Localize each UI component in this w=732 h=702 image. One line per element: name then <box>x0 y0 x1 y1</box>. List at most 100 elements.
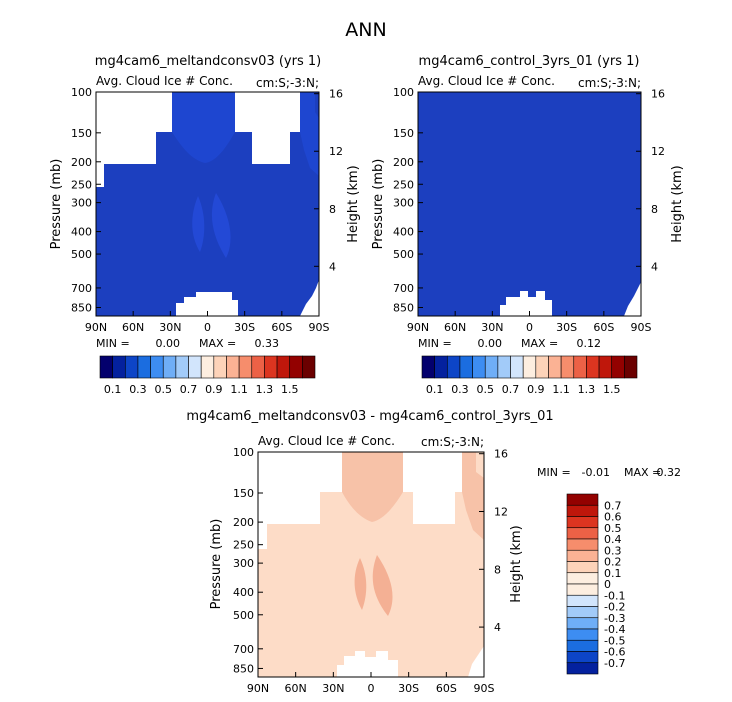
y-tick-label: 400 <box>71 226 92 239</box>
colorbar-swatch <box>566 583 599 596</box>
y-tick-label: 100 <box>393 86 414 99</box>
y-tick-label: 400 <box>233 586 254 599</box>
x-tick-label: 30N <box>322 682 344 695</box>
y-tick-label: 400 <box>393 226 414 239</box>
colorbar-swatch <box>200 355 215 379</box>
colorbar-label: -0.7 <box>604 657 625 670</box>
colorbar-swatch <box>175 355 189 379</box>
colorbar-label: 1.5 <box>603 383 621 396</box>
panel-2-title: mg4cam6_control_3yrs_01 (yrs 1) <box>419 54 640 69</box>
y-tick-label: 200 <box>393 156 414 169</box>
colorbar-label: 1.5 <box>281 383 299 396</box>
y2-tick-label: 12 <box>494 506 508 519</box>
colorbar-swatch <box>566 561 599 574</box>
colorbar-label: 0.5 <box>476 383 494 396</box>
x-tick-label: 30S <box>556 321 577 334</box>
panel-1-max-value: 0.33 <box>255 337 280 350</box>
colorbar-swatch <box>566 617 599 630</box>
y2-tick-label: 4 <box>651 260 658 273</box>
panel-2-ylabel-right: Height (km) <box>670 165 685 242</box>
panel-3-subtitle-right: cm:S;-3:N; <box>421 435 484 449</box>
colorbar-label: 0.3 <box>604 544 622 557</box>
colorbar-swatch <box>566 493 599 506</box>
colorbar-vertical: 0.70.60.50.40.30.20.10-0.1-0.2-0.3-0.4-0… <box>566 493 625 675</box>
x-tick-label: 60S <box>593 321 614 334</box>
colorbar-label: -0.5 <box>604 634 625 647</box>
colorbar-label: 0.5 <box>604 522 622 535</box>
y-tick-label: 500 <box>393 248 414 261</box>
colorbar-swatch <box>586 355 600 379</box>
colorbar-swatch <box>573 355 587 379</box>
colorbar-label: 0.6 <box>604 511 622 524</box>
colorbar-label: -0.6 <box>604 646 625 659</box>
panel-1-y2-ticks: 16 12 8 4 <box>314 88 343 273</box>
panel-1-y-ticks: 100 150 200 250 300 400 500 700 850 <box>71 86 101 314</box>
y-tick-label: 300 <box>393 197 414 210</box>
panel-1-field <box>96 92 319 316</box>
colorbar-swatch <box>566 504 599 517</box>
colorbar-swatch <box>510 355 524 379</box>
colorbar-label: -0.4 <box>604 623 625 636</box>
colorbar-swatch <box>459 355 473 379</box>
colorbar-label: 0 <box>604 578 611 591</box>
panel-2-max-label: MAX = <box>521 337 558 350</box>
panel-1-ylabel: Pressure (mb) <box>49 159 64 250</box>
colorbar-swatch <box>472 355 486 379</box>
y-tick-label: 500 <box>71 248 92 261</box>
colorbar-swatch <box>566 549 599 562</box>
y-tick-label: 850 <box>393 301 414 314</box>
y-tick-label: 200 <box>71 156 92 169</box>
y2-tick-label: 4 <box>494 621 501 634</box>
colorbar-label: 0.9 <box>205 383 223 396</box>
x-tick-label: 60N <box>444 321 466 334</box>
panel-1: mg4cam6_meltandconsv03 (yrs 1) Avg. Clou… <box>49 54 361 350</box>
x-tick-label: 60S <box>436 682 457 695</box>
panel-3-max-value: 0.32 <box>657 466 682 479</box>
y-tick-label: 250 <box>393 178 414 191</box>
colorbar-swatch <box>251 355 265 379</box>
y-tick-label: 200 <box>233 516 254 529</box>
colorbar-label: 0.7 <box>180 383 198 396</box>
y-tick-label: 700 <box>71 282 92 295</box>
x-tick-label: 90S <box>309 321 330 334</box>
x-tick-label: 60N <box>285 682 307 695</box>
panel-2-min-value: 0.00 <box>478 337 503 350</box>
colorbar-swatch <box>302 355 316 379</box>
panel-2-y-ticks: 100 150 200 250 300 400 500 700 850 <box>393 86 423 314</box>
colorbar-swatch <box>112 355 126 379</box>
colorbar-label: 0.1 <box>604 567 622 580</box>
colorbar-label: 0.2 <box>604 556 622 569</box>
y2-tick-label: 8 <box>651 203 658 216</box>
x-tick-label: 60N <box>122 321 144 334</box>
panel-2-x-ticks: 90N 60N 30N 0 30S 60S 90S <box>407 311 652 334</box>
panel-2-subtitle-left: Avg. Cloud Ice # Conc. <box>418 74 555 88</box>
y2-tick-label: 12 <box>329 145 343 158</box>
y2-tick-label: 16 <box>494 448 508 461</box>
x-tick-label: 0 <box>526 321 533 334</box>
colorbar-label: 1.3 <box>578 383 596 396</box>
colorbar-label: -0.2 <box>604 601 625 614</box>
panel-1-x-ticks: 90N 60N 30N 0 30S 60S 90S <box>85 311 330 334</box>
panel-3-y-ticks: 100 150 200 250 300 400 500 700 850 <box>233 446 263 675</box>
colorbar-swatch <box>598 355 613 379</box>
panel-2-ylabel: Pressure (mb) <box>371 159 386 250</box>
x-tick-label: 90N <box>247 682 269 695</box>
colorbar-swatch <box>560 355 575 379</box>
colorbar-swatch <box>566 538 599 551</box>
colorbar-swatch <box>484 355 499 379</box>
panel-3-subtitle-left: Avg. Cloud Ice # Conc. <box>258 434 395 448</box>
panel-1-title: mg4cam6_meltandconsv03 (yrs 1) <box>95 54 321 69</box>
y-tick-label: 700 <box>393 282 414 295</box>
y2-tick-label: 12 <box>651 145 665 158</box>
colorbar-label: 1.1 <box>552 383 570 396</box>
colorbar-label: -0.1 <box>604 589 625 602</box>
y-tick-label: 850 <box>233 662 254 675</box>
colorbar-swatch <box>150 355 164 379</box>
panel-2-field <box>418 92 641 316</box>
colorbar-swatch <box>162 355 177 379</box>
colorbar-swatch <box>226 355 240 379</box>
colorbar-swatch <box>566 572 599 585</box>
colorbar-swatch <box>566 606 599 619</box>
y2-tick-label: 8 <box>494 563 501 576</box>
